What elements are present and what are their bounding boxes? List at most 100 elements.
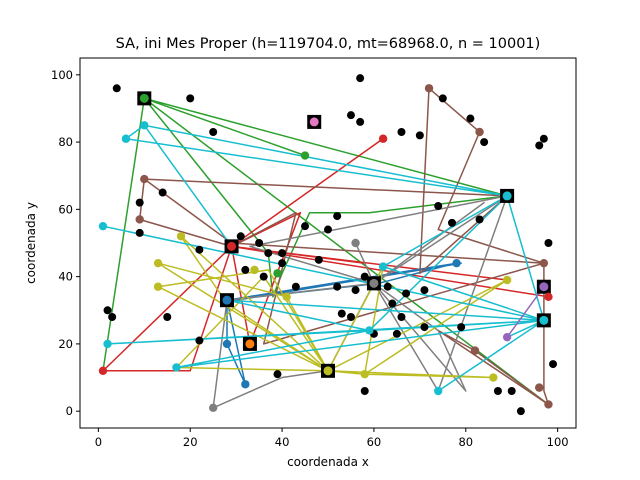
route-point-28: [103, 339, 112, 349]
data-point-12: [539, 134, 548, 143]
data-point-40: [195, 336, 204, 345]
data-point-20: [333, 212, 342, 221]
plot-area: [98, 74, 558, 416]
y-tick-label-1: 20: [58, 337, 73, 351]
route-point-22: [360, 369, 369, 379]
data-point-53: [516, 407, 525, 416]
route-point-21: [282, 292, 291, 302]
data-point-45: [392, 329, 401, 338]
data-point-14: [135, 198, 144, 207]
data-point-21: [324, 225, 332, 234]
data-point-27: [351, 286, 360, 295]
route-point-17: [153, 258, 163, 268]
data-point-48: [457, 323, 466, 332]
y-axis-label: coordenada y: [24, 202, 38, 284]
route-point-15: [208, 403, 218, 413]
data-point-19: [301, 222, 310, 231]
data-point-30: [388, 299, 397, 308]
depot-center-6: [369, 278, 379, 288]
chart-title: SA, ini Mes Proper (h=119704.0, mt=68968…: [116, 36, 541, 52]
data-point-26: [333, 282, 342, 291]
data-point-2: [356, 74, 365, 83]
data-point-59: [291, 282, 300, 291]
data-point-37: [108, 313, 117, 321]
data-point-13: [158, 188, 167, 197]
depot-center-8: [539, 282, 549, 292]
route-point-9: [140, 174, 149, 184]
route-point-0: [300, 151, 310, 160]
data-point-39: [163, 313, 172, 321]
x-tick-label-2: 40: [275, 435, 290, 449]
depot-center-0: [139, 93, 149, 103]
route-point-33: [502, 332, 512, 342]
data-point-18: [255, 239, 264, 247]
data-point-46: [397, 313, 406, 321]
x-tick-label-3: 60: [367, 435, 382, 449]
route-point-4: [241, 380, 250, 389]
route-point-23: [489, 373, 498, 382]
route-point-6: [452, 258, 461, 268]
route-point-3: [544, 292, 553, 302]
x-tick-label-4: 80: [458, 435, 473, 449]
route-point-30: [365, 326, 374, 335]
data-point-5: [356, 117, 365, 126]
y-tick-label-2: 40: [58, 270, 73, 284]
data-point-43: [346, 313, 355, 321]
route-line-7: [506, 285, 545, 338]
data-point-34: [448, 218, 456, 227]
route-line-1: [102, 137, 550, 372]
route-point-26: [140, 121, 149, 130]
data-point-0: [112, 84, 121, 93]
data-point-32: [420, 286, 429, 295]
route-line-5: [157, 235, 508, 379]
data-point-3: [209, 128, 218, 136]
data-point-16: [195, 245, 204, 254]
route-point-32: [378, 262, 388, 271]
x-tick-label-0: 0: [95, 435, 102, 449]
data-point-56: [241, 265, 250, 274]
route-point-31: [434, 386, 443, 396]
data-point-8: [438, 94, 447, 103]
route-point-11: [539, 258, 549, 268]
data-point-41: [273, 370, 282, 379]
depot-center-5: [323, 366, 333, 376]
data-point-31: [402, 289, 411, 298]
data-point-10: [480, 138, 489, 147]
route-point-16: [351, 238, 360, 248]
data-point-17: [236, 232, 245, 241]
route-point-25: [121, 134, 131, 143]
route-point-19: [176, 232, 186, 241]
route-point-14: [535, 383, 544, 392]
depot-center-7: [502, 191, 512, 201]
data-point-33: [434, 202, 443, 210]
depot-center-2: [227, 241, 237, 251]
data-point-4: [346, 111, 355, 120]
data-point-28: [360, 272, 369, 281]
route-point-20: [250, 265, 259, 275]
route-point-2: [378, 134, 388, 143]
route-point-8: [475, 127, 484, 137]
y-tick-label-3: 60: [58, 202, 73, 216]
data-point-36: [544, 239, 553, 247]
data-point-1: [186, 94, 195, 103]
data-point-29: [383, 282, 392, 291]
route-point-18: [153, 282, 163, 291]
route-line-6: [102, 124, 545, 392]
data-point-47: [420, 323, 429, 332]
data-point-38: [103, 306, 112, 315]
route-point-5: [222, 339, 232, 349]
depot-center-9: [539, 315, 549, 325]
route-point-1: [98, 366, 108, 376]
x-tick-label-1: 20: [183, 435, 198, 449]
data-point-24: [278, 259, 287, 268]
data-point-6: [397, 128, 406, 136]
depot-center-1: [309, 117, 319, 127]
route-point-27: [98, 221, 108, 231]
depot-center-4: [245, 339, 255, 349]
data-point-11: [535, 141, 544, 150]
y-tick-label-5: 100: [51, 68, 73, 82]
axes-ticks: 0 20 40 60 80 100 0 20 40 60 80 100: [51, 68, 569, 449]
data-point-55: [549, 360, 558, 369]
x-axis-label: coordenada x: [287, 455, 369, 469]
